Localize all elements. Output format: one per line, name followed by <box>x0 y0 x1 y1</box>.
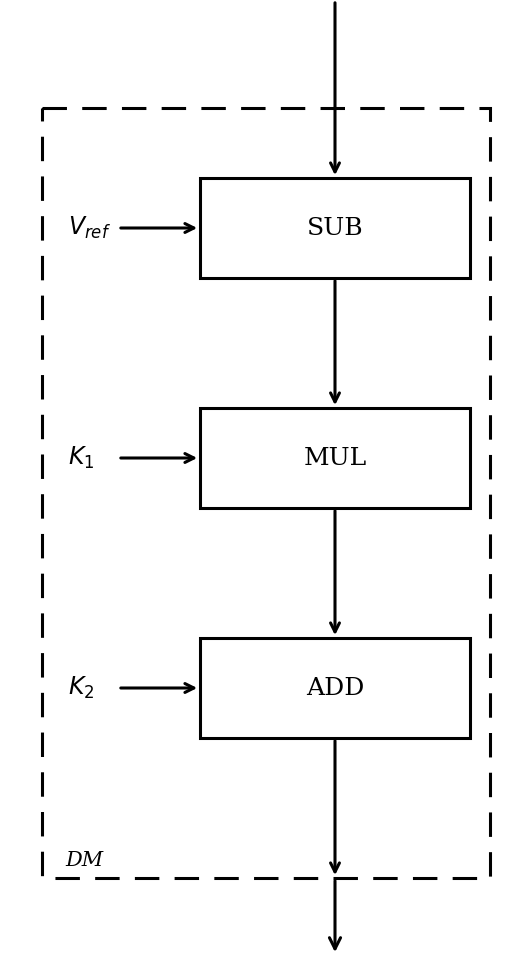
Text: MUL: MUL <box>304 447 367 470</box>
Bar <box>42 108 490 878</box>
Bar <box>200 638 470 738</box>
Text: ADD: ADD <box>306 676 364 699</box>
Text: $K_{2}$: $K_{2}$ <box>68 675 94 701</box>
Bar <box>200 178 470 278</box>
Text: SUB: SUB <box>307 217 363 240</box>
Text: $V_{ref}$: $V_{ref}$ <box>68 215 111 241</box>
Bar <box>200 408 470 508</box>
Text: $K_{1}$: $K_{1}$ <box>68 445 94 471</box>
Text: DM: DM <box>65 851 103 870</box>
